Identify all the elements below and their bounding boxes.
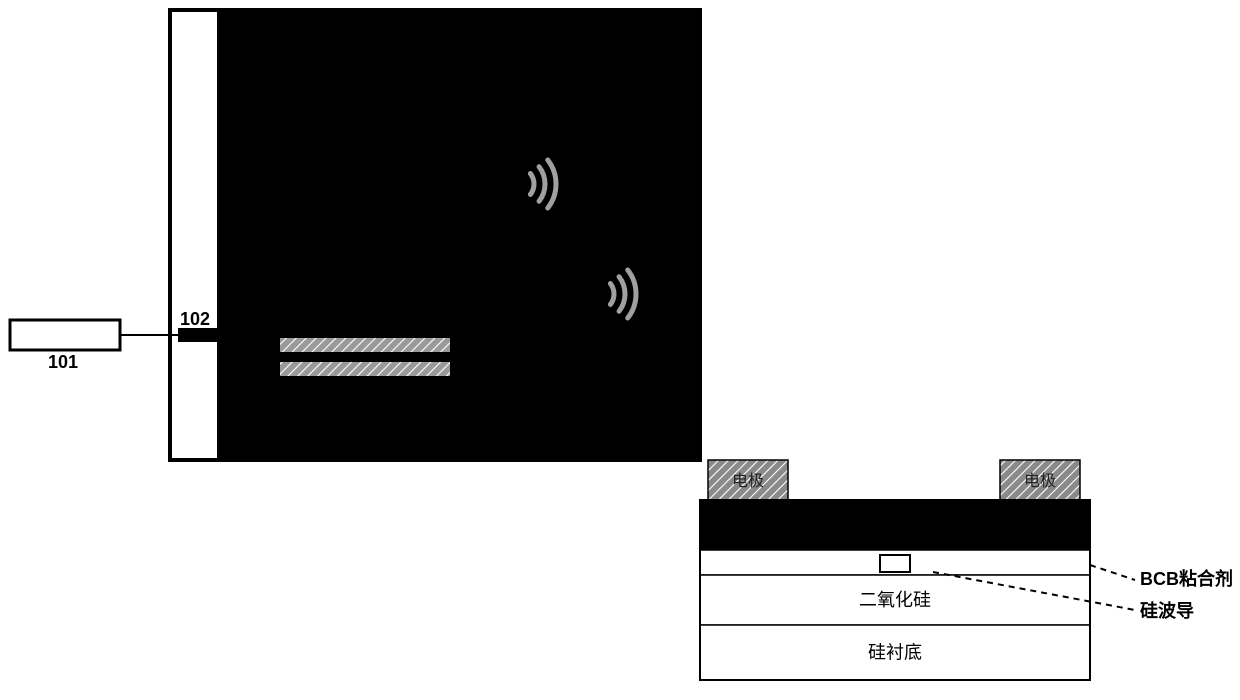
input-port-box xyxy=(10,320,120,350)
fiber-thick-segment xyxy=(178,328,228,342)
main-chip-block xyxy=(170,10,700,460)
label-101: 101 xyxy=(48,352,78,372)
sio2-label: 二氧化硅 xyxy=(859,590,931,610)
hatched-bar-1 xyxy=(280,338,450,352)
cross-silicon-waveguide xyxy=(880,555,910,572)
electrode-label-right: 电极 xyxy=(1024,472,1056,490)
cross-black-layer xyxy=(700,500,1090,550)
label-102: 102 xyxy=(180,309,210,329)
leader-bcb xyxy=(1090,565,1135,580)
hatched-bar-2 xyxy=(280,362,450,376)
side-label-waveguide: 硅波导 xyxy=(1140,600,1194,621)
side-label-bcb: BCB粘合剂 xyxy=(1140,568,1233,589)
left-white-band xyxy=(172,12,217,458)
substrate-label: 硅衬底 xyxy=(868,643,922,663)
electrode-label-left: 电极 xyxy=(732,472,764,490)
